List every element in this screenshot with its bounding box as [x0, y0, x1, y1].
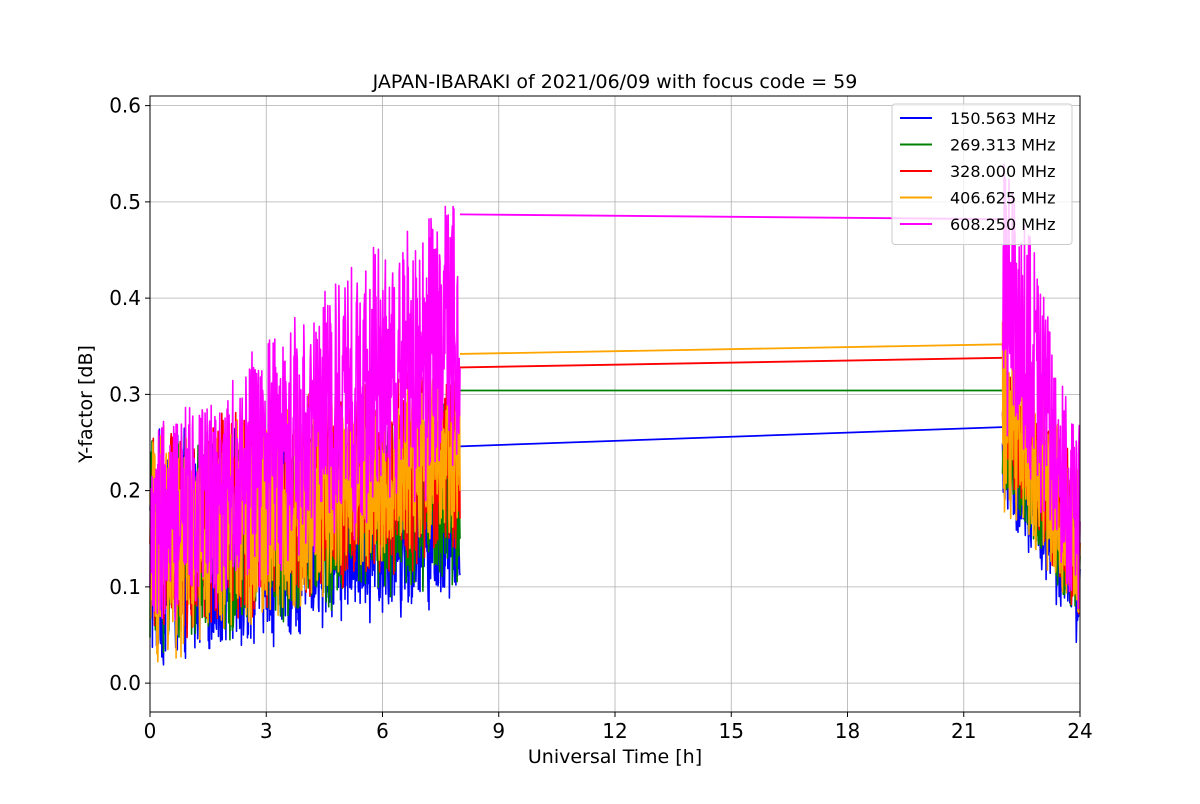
x-tick-label: 18 [835, 719, 860, 743]
x-tick-label: 6 [376, 719, 389, 743]
x-axis-label: Universal Time [h] [528, 746, 702, 768]
series-gap-line [459, 356, 1003, 369]
y-tick-label: 0.6 [109, 94, 141, 118]
y-tick-label: 0.0 [109, 671, 141, 695]
y-tick-label: 0.4 [109, 286, 141, 310]
legend-label: 406.625 MHz [950, 189, 1055, 208]
y-tick-label: 0.2 [109, 479, 141, 503]
legend-label: 328.000 MHz [950, 162, 1055, 181]
y-axis-label: Y-factor [dB] [75, 345, 97, 464]
y-tick-label: 0.3 [109, 382, 141, 406]
y-tick-label: 0.5 [109, 190, 141, 214]
x-tick-label: 0 [144, 719, 157, 743]
axis-layer: 0 3 6 9 12 15 18 21 24 0.0 0.1 0.2 0.3 0.4 0.5 0.6 [109, 94, 1093, 743]
legend-label: 150.563 MHz [950, 109, 1055, 128]
y-tick-label: 0.1 [109, 575, 141, 599]
chart-title: JAPAN-IBARAKI of 2021/06/09 with focus c… [372, 71, 858, 93]
series-trace [149, 205, 461, 621]
legend-box [891, 103, 1073, 245]
x-tick-label: 15 [719, 719, 744, 743]
series-trace [1001, 163, 1081, 610]
legend: 150.563 MHz 269.313 MHz 328.000 MHz 406.625… [891, 103, 1073, 245]
series-gap-line [459, 426, 1003, 448]
x-tick-label: 9 [492, 719, 505, 743]
legend-label: 608.250 MHz [950, 215, 1055, 234]
series-gap-line [459, 343, 1003, 355]
x-tick-label: 3 [260, 719, 273, 743]
x-tick-label: 12 [602, 719, 627, 743]
legend-label: 269.313 MHz [950, 136, 1055, 155]
series-layer [149, 163, 1081, 666]
x-tick-label: 21 [951, 719, 976, 743]
x-tick-label: 24 [1067, 719, 1092, 743]
